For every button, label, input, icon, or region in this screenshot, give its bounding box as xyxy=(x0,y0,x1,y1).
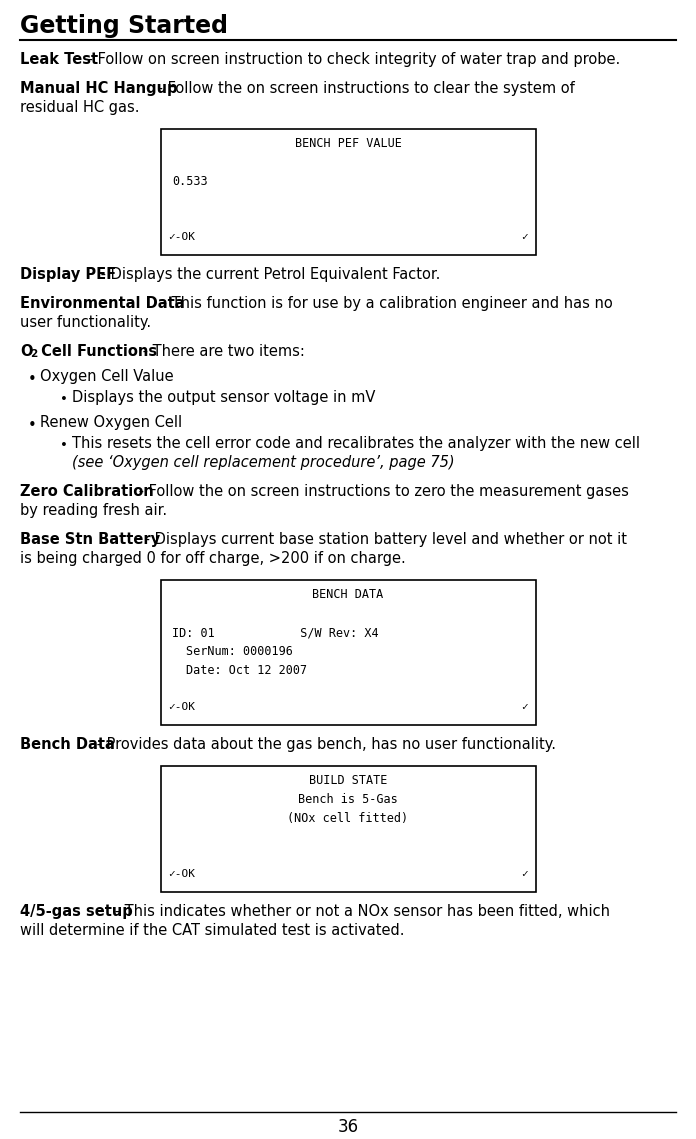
Text: •: • xyxy=(28,372,37,387)
Text: (NOx cell fitted): (NOx cell fitted) xyxy=(287,812,409,825)
Text: - Follow on screen instruction to check integrity of water trap and probe.: - Follow on screen instruction to check … xyxy=(83,52,620,67)
Text: BENCH DATA: BENCH DATA xyxy=(313,588,383,601)
Text: Display PEF: Display PEF xyxy=(20,267,116,282)
Text: This resets the cell error code and recalibrates the analyzer with the new cell: This resets the cell error code and reca… xyxy=(72,436,640,451)
Text: - This function is for use by a calibration engineer and has no: - This function is for use by a calibrat… xyxy=(157,296,612,311)
Text: •: • xyxy=(28,418,37,433)
Text: 36: 36 xyxy=(338,1118,358,1136)
Bar xyxy=(161,129,535,255)
Text: Leak Test: Leak Test xyxy=(20,52,98,67)
Text: will determine if the CAT simulated test is activated.: will determine if the CAT simulated test… xyxy=(20,923,404,939)
Text: 4/5-gas setup: 4/5-gas setup xyxy=(20,904,133,919)
Text: •: • xyxy=(60,393,68,405)
Text: Bench Data: Bench Data xyxy=(20,737,115,752)
Text: ✓: ✓ xyxy=(521,232,528,241)
Text: is being charged 0 for off charge, >200 if on charge.: is being charged 0 for off charge, >200 … xyxy=(20,551,406,566)
Text: by reading fresh air.: by reading fresh air. xyxy=(20,503,167,518)
Text: ID: 01            S/W Rev: X4: ID: 01 S/W Rev: X4 xyxy=(173,626,379,639)
Text: - Displays current base station battery level and whether or not it: - Displays current base station battery … xyxy=(140,532,627,547)
Text: BUILD STATE: BUILD STATE xyxy=(309,775,387,787)
Text: 0.533: 0.533 xyxy=(173,175,208,188)
Text: O: O xyxy=(20,344,33,359)
Text: ✓-OK: ✓-OK xyxy=(168,232,196,241)
Text: - Follow the on screen instructions to zero the measurement gases: - Follow the on screen instructions to z… xyxy=(134,484,629,499)
Text: - This indicates whether or not a NOx sensor has been fitted, which: - This indicates whether or not a NOx se… xyxy=(110,904,610,919)
Text: •: • xyxy=(60,439,68,452)
Text: SerNum: 0000196: SerNum: 0000196 xyxy=(187,645,294,658)
Text: 2: 2 xyxy=(30,349,38,359)
Text: (see ‘Oxygen cell replacement procedure’, page 75): (see ‘Oxygen cell replacement procedure’… xyxy=(72,454,454,470)
Text: - Displays the current Petrol Equivalent Factor.: - Displays the current Petrol Equivalent… xyxy=(96,267,441,282)
Bar xyxy=(161,767,535,892)
Text: Cell Functions: Cell Functions xyxy=(36,344,157,359)
Text: - There are two items:: - There are two items: xyxy=(138,344,305,359)
Text: BENCH PEF VALUE: BENCH PEF VALUE xyxy=(294,137,402,150)
Text: Manual HC Hangup: Manual HC Hangup xyxy=(20,81,177,96)
Text: Renew Oxygen Cell: Renew Oxygen Cell xyxy=(40,415,182,431)
Text: Environmental Data: Environmental Data xyxy=(20,296,184,311)
Text: Base Stn Battery: Base Stn Battery xyxy=(20,532,160,547)
Text: ✓-OK: ✓-OK xyxy=(168,702,196,712)
Text: ✓-OK: ✓-OK xyxy=(168,869,196,879)
Text: Bench is 5-Gas: Bench is 5-Gas xyxy=(298,793,398,806)
Text: user functionality.: user functionality. xyxy=(20,316,151,330)
Text: Zero Calibration: Zero Calibration xyxy=(20,484,154,499)
Text: ✓: ✓ xyxy=(521,869,528,879)
Text: - Follow the on screen instructions to clear the system of: - Follow the on screen instructions to c… xyxy=(153,81,575,96)
Text: ✓: ✓ xyxy=(521,702,528,712)
Text: residual HC gas.: residual HC gas. xyxy=(20,100,139,115)
Text: Oxygen Cell Value: Oxygen Cell Value xyxy=(40,369,173,384)
Text: Displays the output sensor voltage in mV: Displays the output sensor voltage in mV xyxy=(72,390,375,405)
Text: Date: Oct 12 2007: Date: Oct 12 2007 xyxy=(187,664,308,677)
Bar xyxy=(161,580,535,726)
Text: Getting Started: Getting Started xyxy=(20,14,228,38)
Text: - Provides data about the gas bench, has no user functionality.: - Provides data about the gas bench, has… xyxy=(92,737,556,752)
